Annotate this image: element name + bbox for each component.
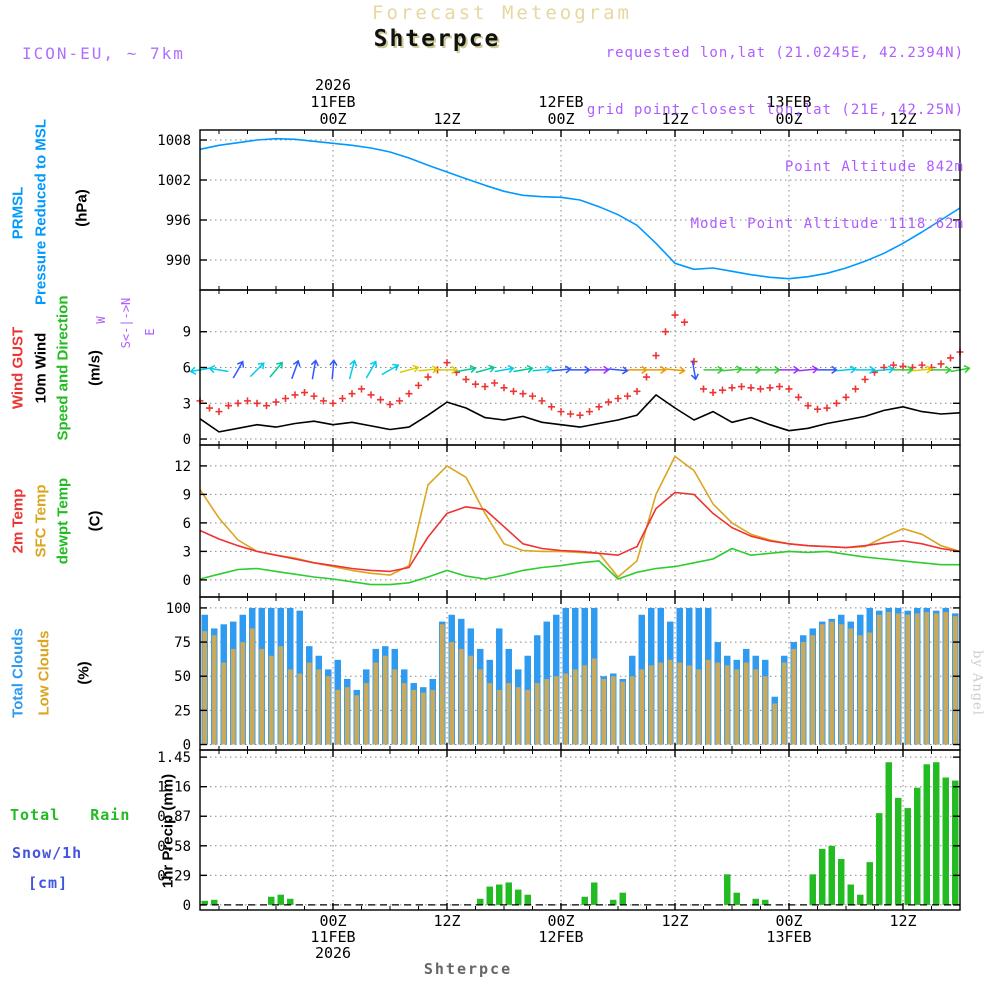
- svg-text:3: 3: [183, 396, 191, 412]
- svg-text:3: 3: [183, 544, 191, 560]
- panel-wind: 0 3 6 9: [183, 289, 971, 448]
- svg-text:12Z: 12Z: [661, 110, 688, 128]
- svg-text:1002: 1002: [157, 173, 191, 189]
- svg-text:0: 0: [183, 898, 191, 914]
- low-clouds-label: Low Clouds: [35, 630, 53, 716]
- pressure-axis-label-prmsl: PRMSL: [9, 186, 27, 240]
- watermark: by Angel: [969, 650, 985, 716]
- temp-2m-label: 2m Temp: [9, 488, 27, 554]
- wind-speed-dir-label: Speed and Direction: [54, 295, 72, 441]
- svg-text:00Z: 00Z: [319, 110, 346, 128]
- precip-axis-label: 1hr Precip (mm): [159, 773, 177, 889]
- panel-clouds: 0 25 50 75 100: [166, 596, 961, 754]
- svg-text:00Z: 00Z: [775, 110, 802, 128]
- svg-text:12Z: 12Z: [433, 110, 460, 128]
- clouds-axis-unit: (%): [75, 661, 93, 685]
- svg-text:12: 12: [174, 459, 191, 475]
- page-title: Shterpce: [373, 26, 501, 52]
- wind-10m-label: 10m Wind: [32, 332, 50, 404]
- temp-axis-unit: (C): [86, 510, 104, 532]
- svg-text:1.16: 1.16: [157, 780, 191, 796]
- svg-text:13FEB: 13FEB: [766, 928, 811, 946]
- meta-model-altitude: Model Point Altitude 1118.62m: [690, 216, 964, 232]
- total-clouds-label: Total Clouds: [9, 628, 27, 718]
- svg-text:0: 0: [183, 573, 191, 589]
- meta-grid-point: grid point closest lon,lat (21E, 42.25N): [586, 102, 964, 118]
- wind-gust-label: Wind GUST: [9, 326, 27, 410]
- svg-text:9: 9: [183, 487, 191, 503]
- svg-text:6: 6: [183, 361, 191, 377]
- svg-text:9: 9: [183, 325, 191, 341]
- svg-text:2026: 2026: [315, 76, 351, 94]
- svg-text:12Z: 12Z: [889, 110, 916, 128]
- svg-text:12Z: 12Z: [433, 912, 460, 930]
- svg-text:12FEB: 12FEB: [538, 928, 583, 946]
- svg-text:0: 0: [183, 432, 191, 448]
- compass-east-label: E: [143, 328, 157, 336]
- svg-text:0.58: 0.58: [157, 839, 191, 855]
- snow-1h-label: Snow/1h: [12, 844, 83, 862]
- svg-text:00Z: 00Z: [775, 912, 802, 930]
- svg-text:2026: 2026: [315, 944, 351, 962]
- pressure-axis-label-long: Pressure Reduced to MSL: [32, 119, 50, 305]
- temp-dewpt-label: dewpt Temp: [54, 477, 72, 565]
- meta-requested-lonlat: requested lon,lat (21.0245E, 42.2394N): [605, 45, 964, 61]
- x-axis-labels: 00Z11FEB202600Z11FEB202612Z12Z00Z12FEB00…: [310, 76, 916, 962]
- svg-text:0.87: 0.87: [157, 809, 191, 825]
- svg-text:25: 25: [174, 703, 191, 719]
- svg-text:11FEB: 11FEB: [310, 928, 355, 946]
- svg-text:11FEB: 11FEB: [310, 93, 355, 111]
- svg-text:0: 0: [183, 738, 191, 754]
- svg-text:1.45: 1.45: [157, 750, 191, 766]
- svg-text:1008: 1008: [157, 133, 191, 149]
- svg-text:12Z: 12Z: [661, 912, 688, 930]
- svg-text:0.29: 0.29: [157, 868, 191, 884]
- footer-station: Shterpce: [423, 960, 513, 978]
- svg-text:100: 100: [166, 601, 191, 617]
- svg-text:00Z: 00Z: [547, 912, 574, 930]
- svg-text:00Z: 00Z: [547, 110, 574, 128]
- svg-text:12Z: 12Z: [889, 912, 916, 930]
- svg-text:00Z: 00Z: [319, 912, 346, 930]
- pressure-axis-unit: (hPa): [73, 189, 91, 227]
- total-rain-label: Total Rain: [10, 806, 131, 824]
- model-label: ICON-EU, ~ 7km: [22, 44, 185, 63]
- temp-sfc-label: SFC Temp: [32, 484, 50, 558]
- wind-axis-unit: (m/s): [86, 350, 104, 386]
- svg-text:6: 6: [183, 516, 191, 532]
- request-meta: requested lon,lat (21.0245E, 42.2394N) g…: [587, 6, 964, 272]
- meta-point-altitude: Point Altitude 842m: [784, 159, 964, 175]
- banner-title: Forecast Meteogram: [372, 2, 632, 24]
- svg-text:12FEB: 12FEB: [538, 93, 583, 111]
- svg-text:13FEB: 13FEB: [766, 93, 811, 111]
- wind-direction-compass: S<-|->N: [119, 297, 133, 349]
- svg-text:75: 75: [174, 635, 191, 651]
- panel-precip: 0 0.29 0.58 0.87 1.16 1.45: [157, 749, 961, 914]
- snow-unit-label: [cm]: [28, 874, 69, 892]
- compass-west-label: W: [94, 316, 108, 324]
- svg-text:990: 990: [166, 253, 191, 269]
- svg-text:50: 50: [174, 669, 191, 685]
- svg-text:996: 996: [166, 213, 191, 229]
- panel-temperature: 0 3 6 9 12: [174, 444, 961, 598]
